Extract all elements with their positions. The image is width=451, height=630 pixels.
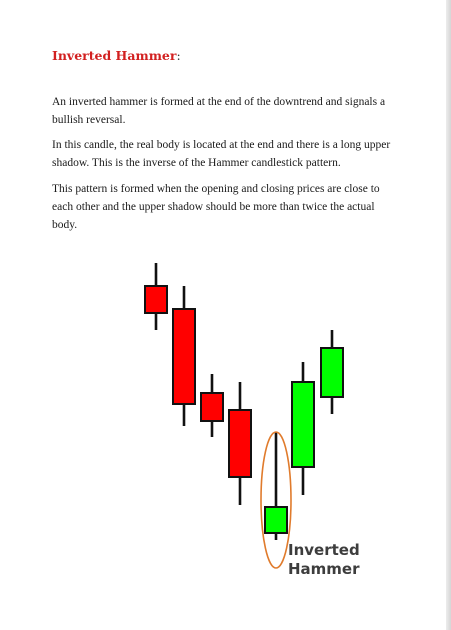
heading-text: Inverted Hammer bbox=[52, 48, 177, 63]
candle-bullish bbox=[291, 362, 315, 495]
candle-bearish bbox=[172, 286, 196, 426]
paragraph-condition: This pattern is formed when the opening … bbox=[52, 183, 380, 231]
candle-body bbox=[291, 381, 315, 468]
paragraph-definition: An inverted hammer is formed at the end … bbox=[52, 96, 386, 126]
candle-body bbox=[228, 409, 252, 478]
heading-colon: : bbox=[176, 48, 181, 63]
page-edge-shadow bbox=[446, 0, 451, 630]
candle-body bbox=[320, 347, 344, 398]
candle-body bbox=[172, 308, 196, 405]
pattern-label-line1: Inverted bbox=[288, 541, 360, 559]
candle-body bbox=[144, 285, 168, 314]
candle-body bbox=[264, 506, 288, 534]
candle-bearish bbox=[144, 263, 168, 330]
paragraph-structure: In this candle, the real body is located… bbox=[52, 139, 391, 169]
candle-bearish bbox=[228, 382, 252, 505]
section-heading: Inverted Hammer: bbox=[52, 48, 181, 63]
candles-group bbox=[144, 263, 344, 540]
candle-bearish bbox=[200, 374, 224, 437]
pattern-label-line2: Hammer bbox=[288, 560, 360, 578]
inverted-hammer-candle bbox=[264, 432, 288, 540]
candle-body bbox=[200, 392, 224, 422]
candle-bullish bbox=[320, 330, 344, 414]
pattern-highlight-ellipse bbox=[260, 431, 292, 569]
